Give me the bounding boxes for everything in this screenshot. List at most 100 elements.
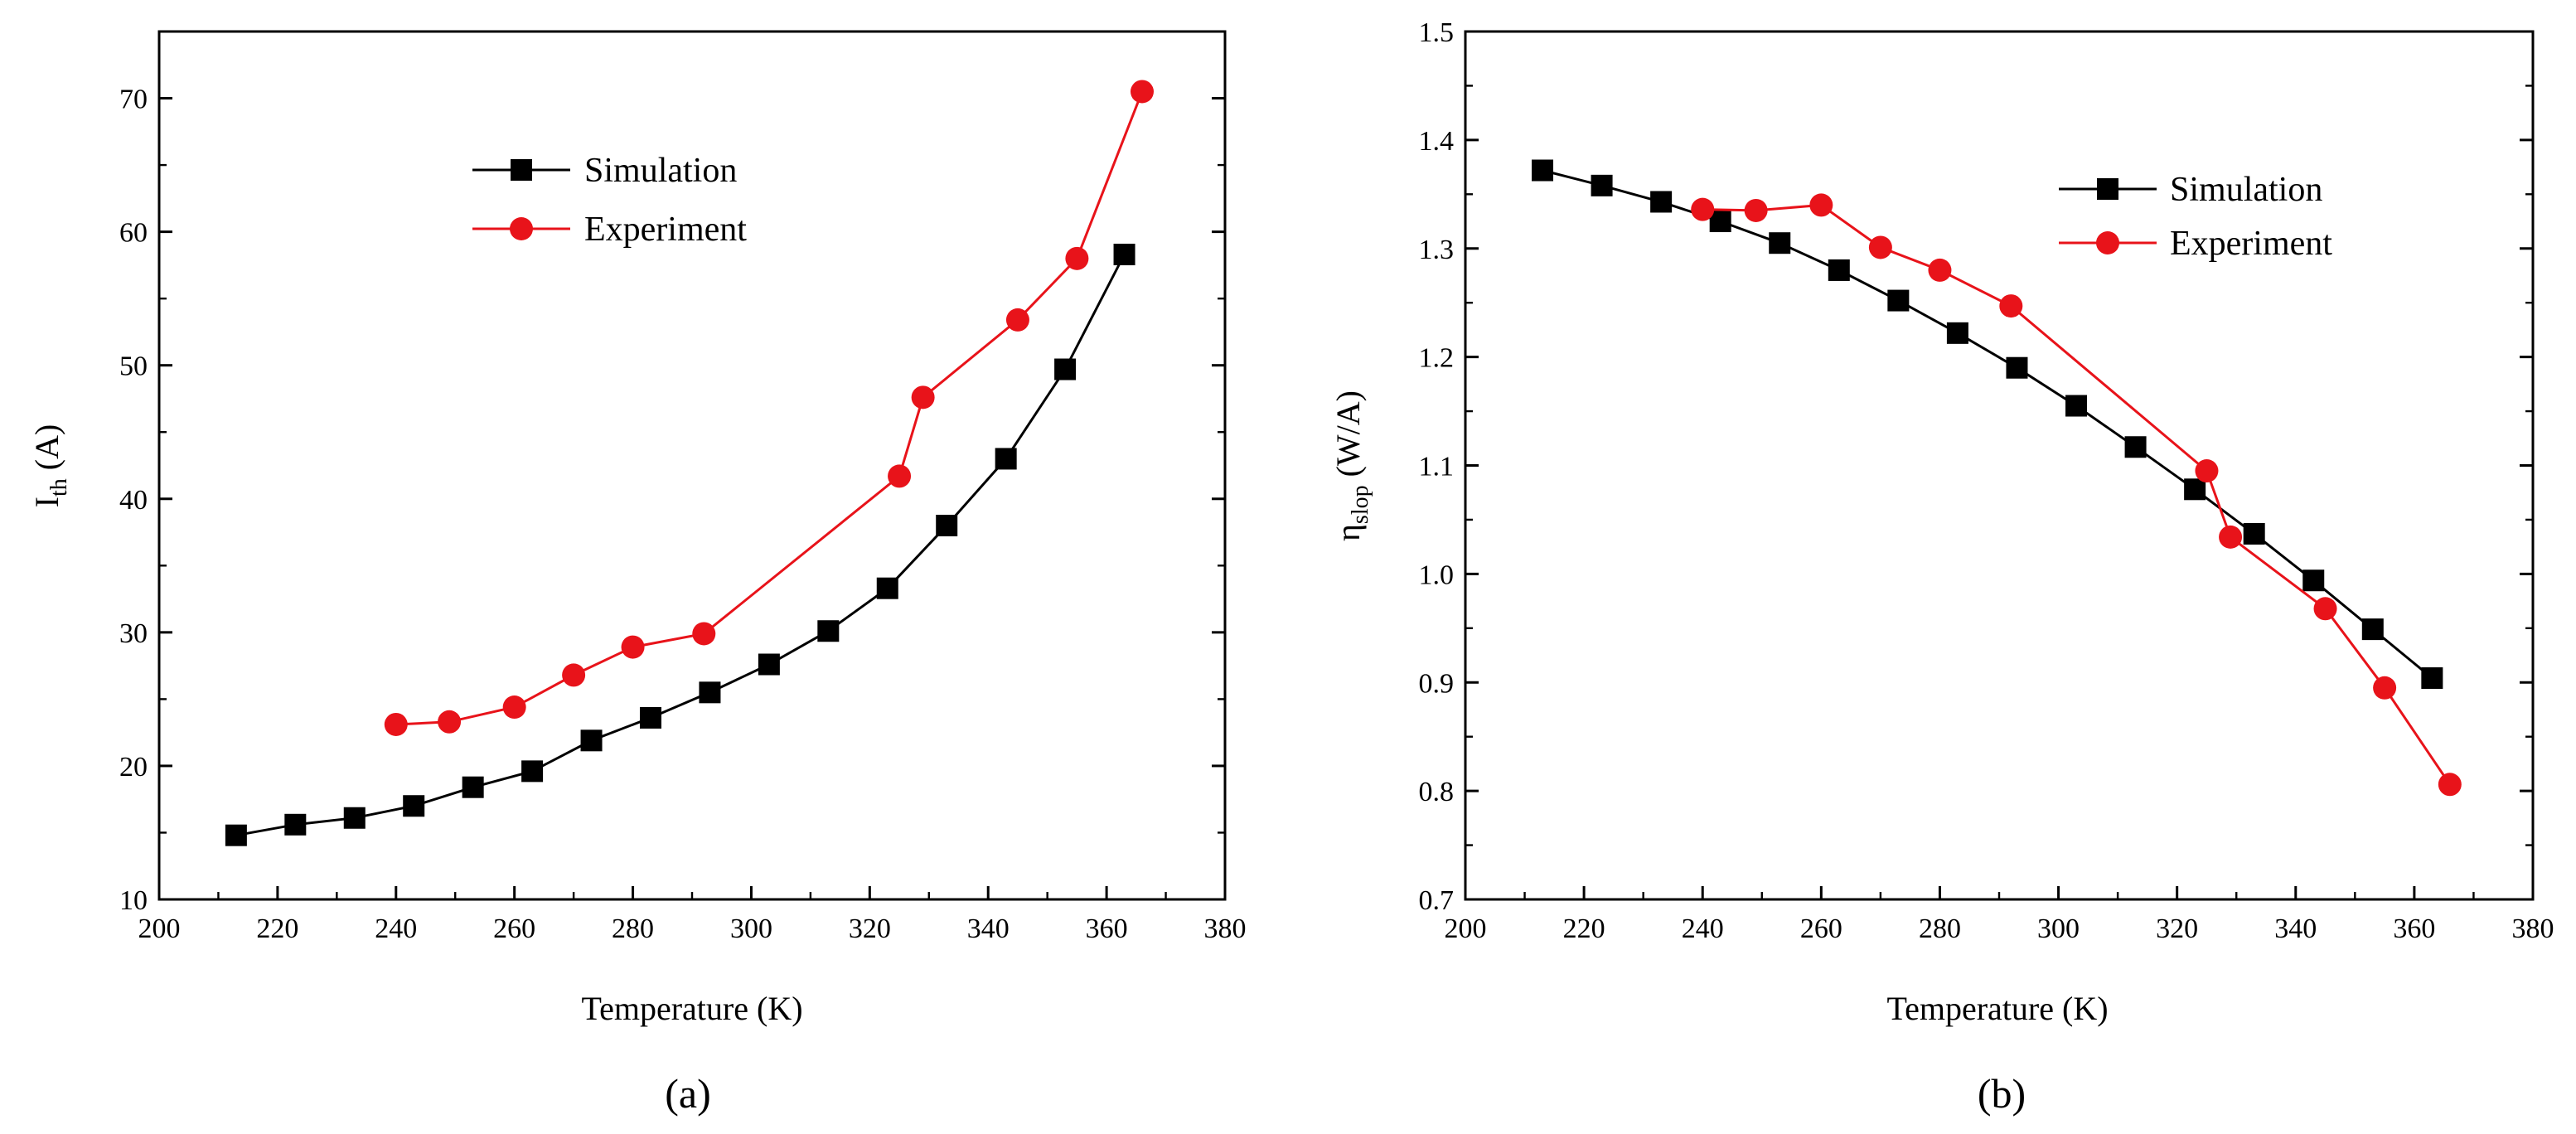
data-point-simulation-a — [936, 514, 958, 536]
y-tick-label-a-30: 30 — [119, 618, 148, 649]
data-point-experiment-b — [2195, 459, 2219, 483]
data-point-experiment-b — [2219, 525, 2243, 549]
y-axis-title-symbol-b: η — [1329, 524, 1367, 541]
y-tick-label-b-1.2: 1.2 — [1419, 343, 1455, 374]
y-axis-title-unit-b: (W/A) — [1329, 390, 1367, 485]
data-point-experiment-a — [1005, 308, 1029, 332]
data-point-experiment-a — [1065, 246, 1089, 270]
data-point-simulation-b — [1946, 322, 1968, 344]
data-point-experiment-a — [502, 695, 526, 720]
data-point-simulation-a — [521, 760, 544, 783]
x-axis-title-b: Temperature (K) — [1886, 990, 2108, 1027]
data-point-simulation-a — [403, 795, 425, 817]
data-point-simulation-a — [876, 577, 898, 599]
legend-label-experiment-b: Experiment — [2170, 225, 2332, 263]
legend-marker-experiment-a — [510, 217, 533, 240]
data-point-simulation-a — [1054, 358, 1077, 380]
x-tick-label-a-300: 300 — [730, 914, 772, 944]
data-point-simulation-b — [1887, 289, 1910, 312]
y-axis-title-symbol-a: I — [28, 497, 65, 507]
data-point-experiment-a — [888, 464, 912, 488]
data-point-simulation-a — [284, 813, 307, 836]
data-point-simulation-b — [1591, 174, 1613, 196]
x-tick-label-a-240: 240 — [375, 914, 417, 944]
data-point-simulation-b — [1709, 211, 1731, 233]
axis-ticks-a: 200 220 240 260 280 300 320 340 360 380 10 20 30 40 50… — [119, 85, 1247, 944]
x-tick-label-b-200: 200 — [1445, 914, 1487, 944]
data-point-simulation-a — [462, 776, 484, 798]
data-point-experiment-a — [438, 710, 462, 734]
data-point-simulation-a — [580, 729, 603, 752]
data-point-experiment-a — [621, 635, 645, 659]
data-point-experiment-a — [384, 712, 408, 736]
y-tick-label-a-20: 20 — [119, 752, 148, 783]
data-point-simulation-a — [995, 448, 1017, 470]
data-point-experiment-a — [562, 663, 586, 687]
series-line-experiment-a — [395, 90, 1144, 726]
data-point-experiment-a — [911, 385, 935, 410]
y-tick-label-b-0.7: 0.7 — [1419, 885, 1455, 916]
plot-frame-b — [1464, 30, 2535, 901]
y-axis-title-unit-a: (A) — [28, 424, 65, 479]
x-tick-label-a-360: 360 — [1086, 914, 1128, 944]
legend-label-simulation-b: Simulation — [2170, 171, 2322, 209]
y-tick-label-a-60: 60 — [119, 218, 148, 249]
series-layer-b — [1532, 159, 2462, 797]
data-point-simulation-b — [2006, 356, 2028, 379]
chart-panel-a: 200 220 240 260 280 300 320 340 360 380 10 20 30 40 50… — [28, 30, 1247, 1117]
data-point-experiment-a — [692, 622, 716, 646]
data-point-simulation-b — [2184, 478, 2206, 501]
x-tick-label-a-340: 340 — [967, 914, 1010, 944]
data-point-experiment-b — [2438, 773, 2462, 797]
data-point-experiment-b — [2373, 676, 2397, 700]
legend-marker-simulation-b — [2097, 178, 2118, 200]
y-tick-label-a-10: 10 — [119, 885, 148, 916]
x-tick-label-b-260: 260 — [1800, 914, 1842, 944]
data-point-simulation-a — [639, 706, 661, 729]
y-tick-label-b-1: 1.0 — [1419, 560, 1455, 590]
data-point-experiment-b — [1999, 294, 2023, 318]
data-point-experiment-b — [1809, 193, 1833, 217]
y-tick-label-a-40: 40 — [119, 485, 148, 516]
data-point-simulation-b — [2065, 395, 2088, 417]
legend-a: Simulation Experiment — [472, 152, 747, 249]
x-tick-label-a-380: 380 — [1204, 914, 1247, 944]
axis-ticks-b: 200 220 240 260 280 300 320 340 360 380 0.7 0.8 0.9 1… — [1419, 17, 2554, 944]
x-tick-label-a-220: 220 — [256, 914, 298, 944]
data-point-experiment-b — [2313, 597, 2337, 621]
data-point-simulation-a — [817, 620, 840, 642]
data-point-simulation-b — [2421, 667, 2443, 690]
data-point-simulation-a — [225, 824, 247, 846]
series-line-simulation-b — [1542, 169, 2433, 680]
data-point-simulation-b — [2302, 569, 2325, 592]
legend-marker-simulation-a — [511, 159, 532, 181]
series-layer-a — [225, 80, 1154, 846]
data-point-simulation-a — [758, 653, 780, 676]
data-point-experiment-b — [1928, 258, 1952, 282]
x-tick-label-b-240: 240 — [1682, 914, 1724, 944]
panel-label-b: (b) — [1978, 1070, 2026, 1117]
y-tick-label-b-1.4: 1.4 — [1419, 126, 1455, 157]
y-tick-label-a-50: 50 — [119, 351, 148, 382]
legend-b: Simulation Experiment — [2059, 171, 2332, 263]
panel-label-a: (a) — [665, 1070, 711, 1117]
y-axis-title-a: Ith (A) — [28, 424, 72, 508]
y-axis-title-b: ηslop (W/A) — [1329, 390, 1373, 541]
x-tick-label-b-340: 340 — [2274, 914, 2317, 944]
legend-label-experiment-a: Experiment — [584, 211, 747, 249]
data-point-experiment-b — [1691, 197, 1715, 221]
data-point-experiment-a — [1130, 80, 1154, 104]
x-tick-label-b-220: 220 — [1563, 914, 1605, 944]
data-point-simulation-a — [1113, 243, 1135, 265]
data-point-simulation-b — [1769, 232, 1791, 254]
x-tick-label-b-280: 280 — [1919, 914, 1961, 944]
y-tick-label-b-1.1: 1.1 — [1419, 452, 1455, 482]
data-point-simulation-b — [2243, 522, 2265, 545]
data-point-simulation-a — [343, 807, 366, 829]
y-tick-label-a-70: 70 — [119, 85, 148, 115]
y-tick-label-b-0.8: 0.8 — [1419, 777, 1455, 807]
x-tick-label-b-380: 380 — [2512, 914, 2554, 944]
y-tick-label-b-1.5: 1.5 — [1419, 17, 1455, 48]
y-axis-title-subscript-a: th — [46, 478, 72, 497]
